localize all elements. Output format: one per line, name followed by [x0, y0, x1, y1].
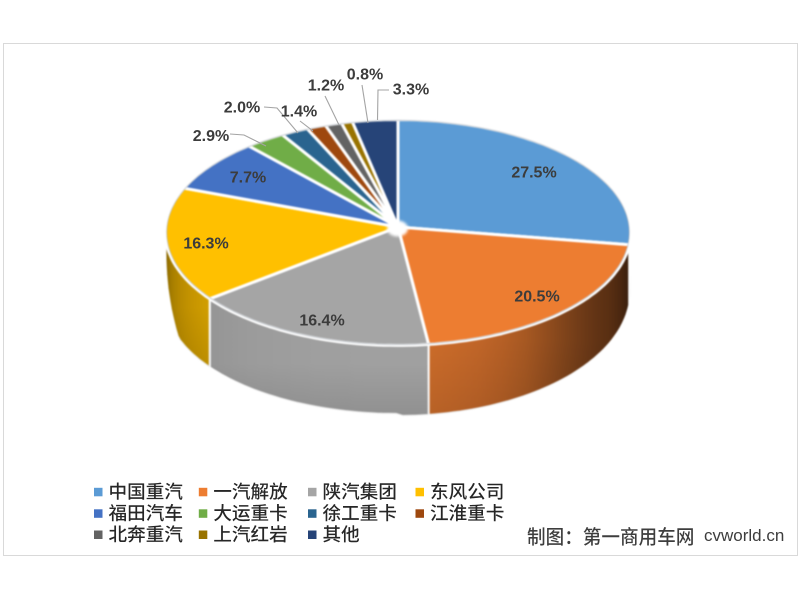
- svg-text:16.3%: 16.3%: [183, 236, 228, 253]
- svg-text:3.3%: 3.3%: [393, 82, 429, 99]
- svg-text:7.7%: 7.7%: [230, 170, 266, 187]
- svg-text:1.4%: 1.4%: [281, 104, 317, 121]
- svg-text:2.9%: 2.9%: [193, 128, 229, 145]
- svg-text:20.5%: 20.5%: [514, 289, 559, 306]
- svg-text:cvworld.cn: cvworld.cn: [704, 526, 784, 545]
- svg-text:2.0%: 2.0%: [224, 100, 260, 117]
- svg-text:0.8%: 0.8%: [347, 67, 383, 84]
- svg-text:16.4%: 16.4%: [299, 313, 344, 330]
- svg-text:27.5%: 27.5%: [511, 165, 556, 182]
- svg-text:1.2%: 1.2%: [308, 78, 344, 95]
